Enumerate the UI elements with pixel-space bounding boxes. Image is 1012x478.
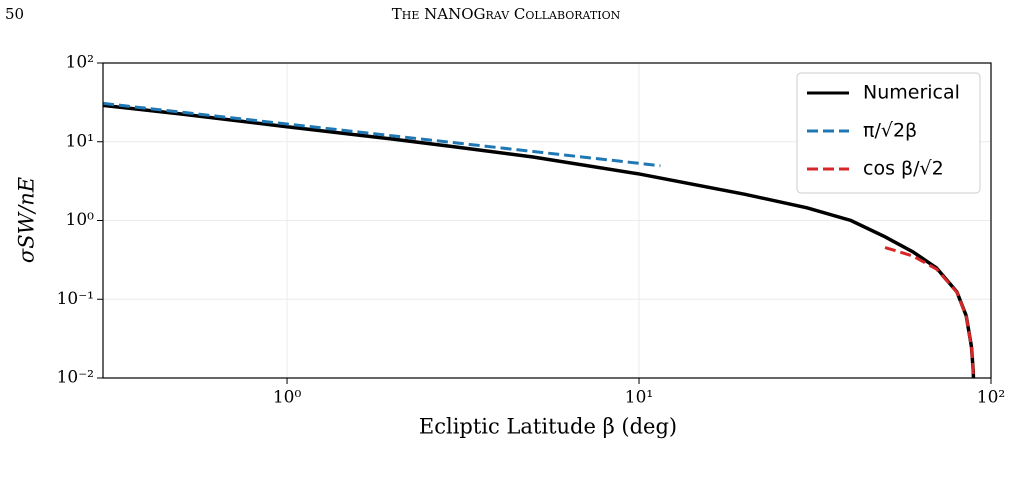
running-title: The NANOGrav Collaboration: [392, 5, 621, 23]
legend-label: Numerical: [863, 82, 960, 104]
y-tick-label: 10⁻¹: [57, 289, 94, 309]
y-tick-label: 10⁻²: [57, 368, 94, 388]
y-axis-label: σSW/nE: [15, 177, 39, 263]
x-axis-label: Ecliptic Latitude β (deg): [419, 415, 677, 439]
x-tick-label: 10²: [977, 388, 1005, 408]
legend-label: π/√2β: [863, 120, 917, 142]
plot-area: [103, 101, 976, 378]
page-number: 50: [5, 5, 24, 23]
series-line: [884, 246, 975, 378]
series-line: [103, 101, 661, 168]
legend-label: cos β/√2: [863, 158, 944, 180]
y-tick-label: 10¹: [66, 131, 94, 151]
y-tick-label: 10⁰: [66, 210, 95, 230]
legend-box: [796, 72, 981, 194]
x-tick-label: 10⁰: [273, 388, 302, 408]
y-tick-label: 10²: [66, 53, 94, 73]
plot-frame: [102, 62, 992, 379]
x-tick-label: 10¹: [625, 388, 653, 408]
